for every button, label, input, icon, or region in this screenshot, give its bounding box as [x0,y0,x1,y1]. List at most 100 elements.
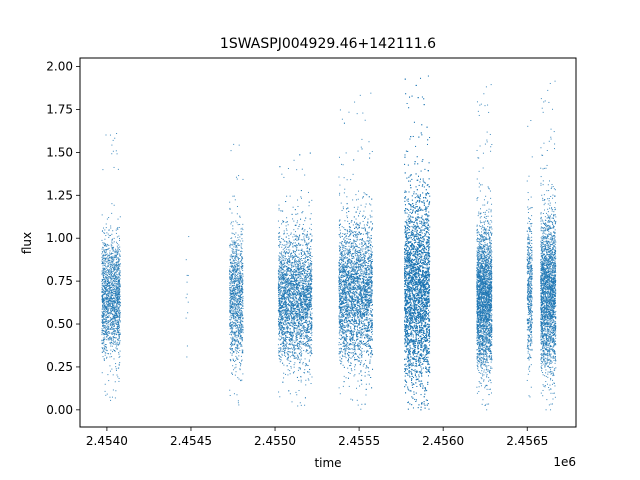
data-point [237,278,239,280]
data-point [118,353,120,355]
data-point [114,256,116,258]
data-point [119,343,121,345]
data-point [110,256,112,258]
data-point [291,288,293,290]
data-point [116,153,118,155]
data-point [308,279,310,281]
data-point [277,272,279,274]
data-point [111,333,113,335]
data-point [108,284,110,286]
data-point [295,234,297,236]
data-point [117,298,119,300]
data-point [106,305,108,307]
data-point [232,341,234,343]
data-point [309,338,311,340]
data-point [230,360,232,362]
data-point [111,261,113,263]
data-point [294,263,296,265]
data-point [117,310,119,312]
data-point [109,257,111,259]
data-point [104,338,106,340]
data-point [311,269,313,271]
data-point [114,279,116,281]
data-point [296,267,298,269]
data-point [229,285,231,287]
data-point [102,299,104,301]
data-point [117,228,119,230]
data-point [108,298,110,300]
data-point [292,250,294,252]
data-point [294,276,296,278]
data-point [292,311,294,313]
data-point [298,321,300,323]
data-point [239,329,241,331]
data-point [234,269,236,271]
data-point [101,298,103,300]
data-point [284,303,286,305]
data-point [283,297,285,299]
data-point [229,304,231,306]
data-point [309,285,311,287]
data-point [233,262,235,264]
data-point [307,292,309,294]
data-point [101,301,103,303]
data-point [231,277,233,279]
data-point [229,301,231,303]
data-point [110,343,112,345]
data-point [295,297,297,299]
data-point [116,338,118,340]
data-point [300,263,302,265]
data-point [240,355,242,357]
data-point [282,327,284,329]
data-point [110,278,112,280]
data-point [307,324,309,326]
data-point [240,330,242,332]
data-point [104,311,106,313]
data-point [279,243,281,245]
data-point [229,246,231,248]
data-point [229,259,231,261]
data-point [232,339,234,341]
data-point [231,344,233,346]
data-point [291,337,293,339]
data-point [106,336,108,338]
data-point [109,270,111,272]
data-point [290,321,292,323]
data-point [279,241,281,243]
data-point [107,279,109,281]
data-point [237,308,239,310]
data-point [105,306,107,308]
data-point [111,238,113,240]
data-point [231,354,233,356]
data-point [282,317,284,319]
data-point [109,342,111,344]
data-point [234,241,236,243]
data-point [187,312,189,314]
data-point [102,327,104,329]
data-point [310,308,312,310]
data-point [299,368,301,370]
data-point [117,280,119,282]
data-point [237,275,239,277]
data-point [230,283,232,285]
data-point [279,252,280,254]
data-point [289,301,291,303]
data-point [289,360,291,362]
data-point [302,273,304,275]
data-point [292,339,294,341]
data-point [233,339,235,341]
data-point [294,281,296,283]
data-point [116,314,118,316]
data-point [241,311,243,313]
data-point [105,332,107,334]
data-point [310,292,312,294]
data-point [238,343,240,345]
data-point [285,221,287,223]
data-point [292,285,294,287]
data-point [232,317,234,319]
data-point [301,304,303,306]
data-point [111,396,113,398]
data-point [108,291,110,293]
data-point [229,270,231,272]
data-point [102,330,104,332]
